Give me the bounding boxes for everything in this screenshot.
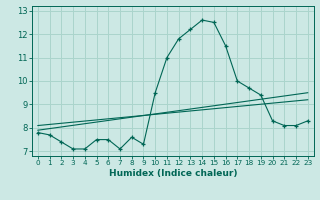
X-axis label: Humidex (Indice chaleur): Humidex (Indice chaleur) [108,169,237,178]
